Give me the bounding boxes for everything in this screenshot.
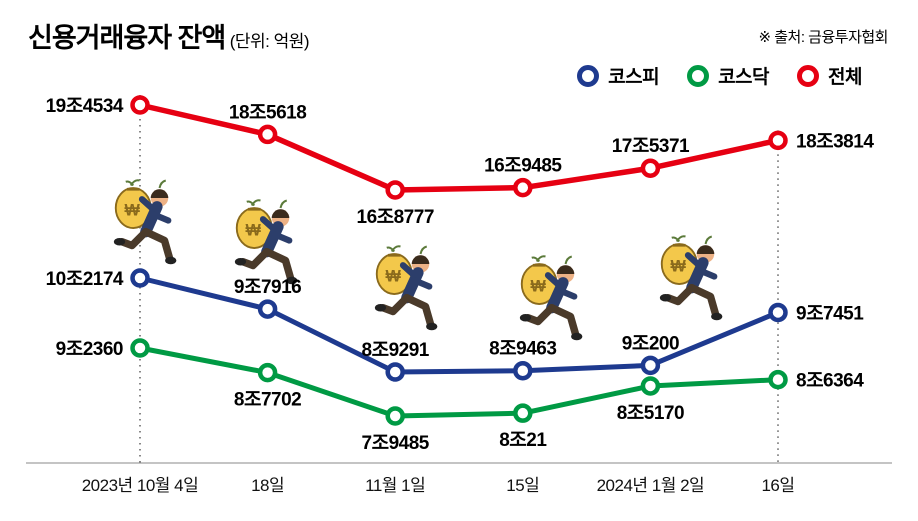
data-point-kospi: [640, 355, 661, 376]
data-point-total: [385, 180, 405, 200]
data-point-kosdaq: [257, 362, 278, 383]
x-axis-label: 2023년 10월 4일: [82, 476, 199, 495]
value-label-total: 19조4534: [46, 96, 124, 117]
legend-label-total: 전체: [828, 67, 862, 88]
series-line-kospi: [137, 275, 781, 375]
value-label-kosdaq: 8조21: [499, 430, 547, 451]
value-label-kosdaq: 8조7702: [234, 390, 301, 411]
money-runner-illustration: [375, 246, 438, 330]
data-point-kospi: [385, 362, 405, 382]
source-note: ※ 출처: 금융투자협회: [758, 29, 889, 46]
x-axis-label: 15일: [506, 476, 539, 495]
value-label-kospi: 10조2174: [46, 269, 124, 290]
legend-label-kospi: 코스피: [608, 67, 660, 88]
x-axis-label: 11월 1일: [365, 476, 425, 495]
data-point-kosdaq: [640, 376, 661, 396]
value-label-total: 16조9485: [484, 156, 562, 177]
chart-legend: 코스피 코스닥 전체: [577, 62, 862, 89]
x-axis-label: 18일: [251, 476, 284, 495]
unit-label: (단위: 억원): [229, 32, 310, 51]
value-label-total: 17조5371: [612, 136, 690, 157]
plot-layer: [26, 95, 892, 464]
legend-label-kosdaq: 코스닥: [718, 67, 770, 88]
data-point-total: [257, 124, 278, 145]
data-point-total: [513, 177, 533, 198]
data-point-total: [768, 130, 788, 151]
value-label-total: 18조3814: [796, 131, 874, 152]
legend-item-total: 전체: [797, 62, 862, 89]
legend-item-kosdaq: 코스닥: [687, 62, 770, 89]
page-title: 신용거래융자 잔액: [28, 23, 226, 53]
data-point-kospi: [130, 268, 150, 288]
x-axis-label: 2024년 1월 2일: [597, 476, 705, 495]
legend-item-kospi: 코스피: [577, 62, 660, 89]
data-point-kospi: [257, 299, 278, 319]
data-point-kosdaq: [130, 338, 150, 358]
data-point-kosdaq: [513, 403, 533, 423]
money-runner-illustration: [660, 236, 723, 320]
value-label-kospi: 9조200: [622, 333, 679, 354]
value-label-kosdaq: 8조6364: [796, 371, 864, 392]
series-line-total: [137, 102, 781, 193]
money-runner-illustration: [235, 200, 298, 284]
data-point-kospi: [513, 360, 533, 381]
value-label-kospi: 9조7451: [796, 303, 864, 324]
data-point-kosdaq: [768, 369, 788, 390]
kospi-marker-icon: [577, 64, 600, 87]
value-label-kospi: 8조9463: [489, 339, 556, 360]
value-label-kosdaq: 9조2360: [56, 339, 123, 360]
data-point-kospi: [768, 302, 788, 323]
chart-header: 신용거래융자 잔액 (단위: 억원): [28, 16, 310, 55]
value-label-kospi: 9조7916: [234, 277, 301, 298]
x-axis-label: 16일: [761, 476, 794, 495]
total-marker-icon: [797, 64, 820, 87]
data-point-total: [640, 158, 661, 178]
value-label-kospi: 8조9291: [362, 340, 430, 361]
money-runner-illustration: [520, 256, 583, 340]
illustrations-layer: [114, 180, 723, 340]
kosdaq-marker-icon: [687, 64, 710, 87]
value-label-kosdaq: 7조9485: [362, 433, 430, 454]
value-label-total: 16조8777: [357, 207, 434, 228]
money-runner-illustration: [114, 180, 177, 264]
series-line-kosdaq: [137, 345, 781, 419]
value-label-total: 18조5618: [229, 102, 306, 123]
value-label-kosdaq: 8조5170: [617, 403, 684, 424]
labels-layer: 10조2174 9조7916 8조9291 8조9463 9조200 9조7451 9조23…: [46, 96, 875, 495]
data-point-total: [130, 95, 150, 115]
data-point-kosdaq: [385, 406, 405, 426]
